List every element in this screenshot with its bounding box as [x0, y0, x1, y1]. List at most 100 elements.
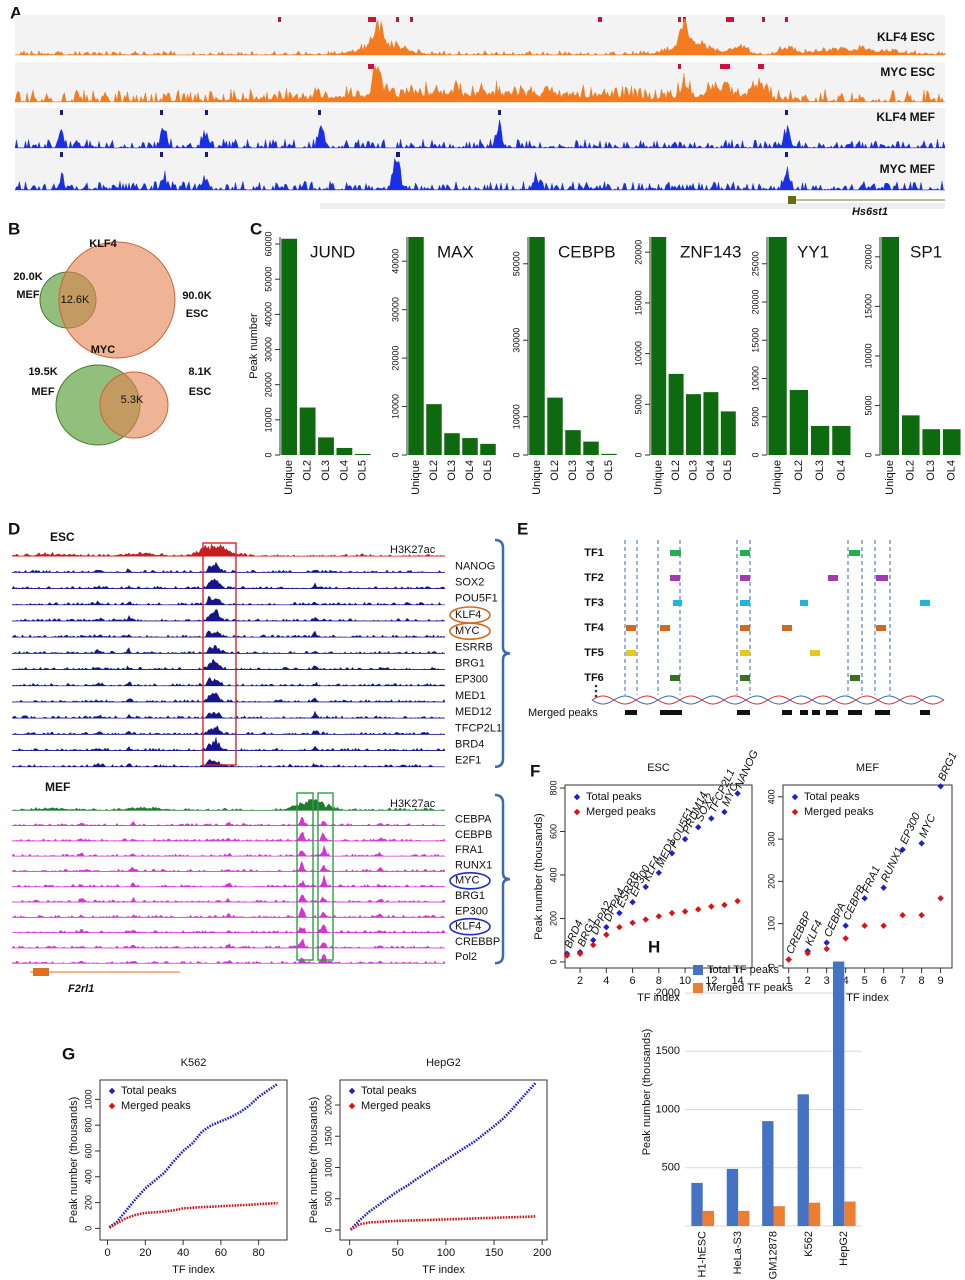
peak-call [60, 152, 63, 157]
tf-label: TF4 [584, 622, 604, 634]
tf-peak [876, 625, 886, 631]
signal-track [11, 844, 446, 857]
legend-marker [573, 793, 581, 801]
point [668, 850, 676, 857]
point [576, 950, 584, 957]
peak-call [678, 64, 681, 69]
panel-label: E [517, 519, 528, 538]
x-tick-label: 5 [862, 975, 868, 987]
x-tick-label: 100 [437, 1247, 455, 1259]
signal-track [11, 816, 446, 826]
peak-call [368, 64, 374, 69]
track-label: CEBPB [455, 829, 492, 841]
y-tick-label: 5000 [750, 407, 760, 427]
signal-track [12, 924, 446, 933]
panel-label: F [530, 761, 540, 780]
x-tick-label: 200 [533, 1247, 551, 1259]
tf-peak [740, 675, 750, 681]
tf-peak [850, 675, 860, 681]
chart-title: YY1 [797, 242, 829, 261]
y-tick-label: 30000 [511, 328, 521, 353]
y-tick-label: 400 [83, 1169, 93, 1184]
merged-peak [848, 710, 862, 715]
x-tick-label: OL4 [835, 460, 847, 481]
gene-region [320, 203, 945, 209]
signal-track [11, 578, 446, 589]
x-tick-label: 20 [139, 1247, 151, 1259]
x-tick-label: 0 [347, 1247, 353, 1259]
peak-call [160, 110, 163, 115]
y-tick-label: 30000 [390, 297, 400, 322]
y-tick-label: 15000 [633, 290, 643, 315]
x-tick-label: 6 [881, 975, 887, 987]
peak-call [318, 110, 321, 115]
y-tick-label: 40000 [263, 302, 273, 327]
chart-title: ESC [647, 762, 670, 774]
chart-title: JUND [310, 242, 355, 261]
y-tick-label: 5000 [633, 394, 643, 414]
track-label: ESRRB [455, 641, 493, 653]
bar [651, 237, 667, 455]
track-label: SOX2 [455, 577, 484, 589]
y-tick-label: 500 [323, 1191, 333, 1206]
signal-track [11, 874, 446, 888]
tf-peak [670, 675, 680, 681]
dna-strand [591, 695, 945, 705]
x-tick-label: OL2 [670, 460, 682, 481]
bar [789, 389, 809, 455]
y-tick-label: 0 [390, 452, 400, 457]
venn-label: MEF [31, 386, 55, 398]
signal-track [11, 906, 446, 918]
tf-peak [670, 575, 680, 581]
y-tick-label: 10000 [863, 343, 873, 368]
track-label: MYC [455, 875, 480, 887]
point [603, 931, 610, 938]
x-tick-label: 14 [731, 975, 743, 987]
track-label: MED1 [455, 690, 486, 702]
gene-exon [33, 968, 49, 976]
point-label: RUNX1 [879, 845, 906, 884]
peak-call [785, 152, 788, 157]
signal-track [11, 798, 446, 811]
series-line [349, 1082, 537, 1231]
tf-peak [920, 600, 930, 606]
peak-call [278, 17, 281, 22]
y-tick-label: 50000 [263, 267, 273, 292]
peak-call [368, 17, 376, 22]
signal-track [11, 644, 445, 654]
y-tick-label: 10000 [263, 407, 273, 432]
panel-label: D [8, 519, 20, 538]
venn-label: 90.0K [182, 290, 211, 302]
peak-call [762, 17, 765, 22]
bar [726, 1168, 739, 1226]
group-title: ESC [50, 530, 75, 544]
track-label: KLF4 MEF [876, 110, 935, 124]
y-axis-label: Peak number (thousands) [68, 1097, 80, 1224]
bar [832, 425, 851, 455]
bar [810, 425, 830, 455]
chart-title: ZNF143 [680, 242, 741, 261]
point [899, 911, 906, 919]
merged-peak [826, 710, 838, 715]
y-tick-label: 1000 [656, 1103, 680, 1115]
y-tick-label: 0 [263, 452, 273, 457]
x-tick-label: OL4 [464, 460, 476, 481]
tf-peak [828, 575, 838, 581]
highlight-circle [449, 622, 491, 641]
point [563, 952, 571, 959]
track-label: MED12 [455, 706, 492, 718]
legend-label: Total peaks [586, 791, 642, 803]
bar [480, 443, 496, 455]
track-label: BRG1 [455, 890, 485, 902]
x-tick-label: 150 [485, 1247, 503, 1259]
y-tick-label: 0 [548, 959, 558, 964]
point-label: BRG1 [936, 751, 960, 783]
bar [336, 447, 353, 455]
signal-track [11, 561, 446, 573]
x-tick-label: OL4 [946, 460, 958, 481]
x-tick-label: OL2 [428, 460, 440, 481]
bar [565, 430, 581, 455]
panel-label: B [8, 219, 20, 238]
x-tick-label: Unique [531, 460, 543, 495]
track-label: POU5F1 [455, 593, 498, 605]
